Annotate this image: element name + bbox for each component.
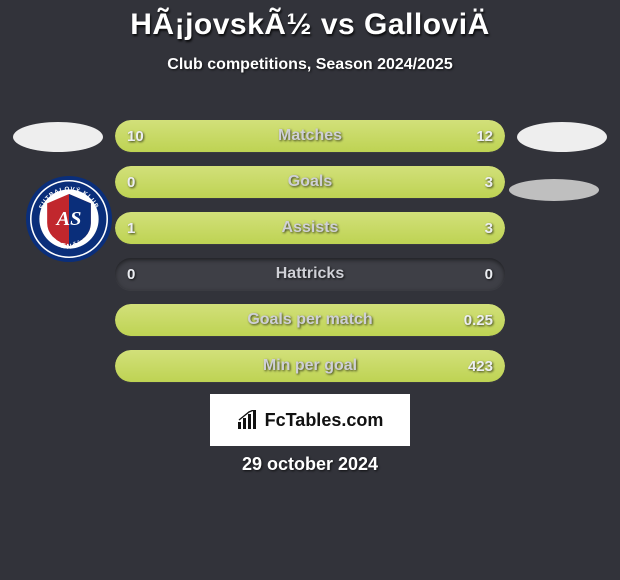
player-left-avatar: [13, 122, 103, 152]
stat-row: 0.25Goals per match: [115, 304, 505, 336]
stat-row: 1012Matches: [115, 120, 505, 152]
title-player-left: HÃ¡jovskÃ½: [130, 8, 312, 41]
subtitle: Club competitions, Season 2024/2025: [0, 56, 620, 74]
stat-label: Min per goal: [115, 350, 505, 382]
branding-text: FcTables.com: [265, 410, 384, 431]
stat-label: Assists: [115, 212, 505, 244]
chart-icon: [237, 410, 259, 430]
stat-label: Goals: [115, 166, 505, 198]
stats-container: 1012Matches 03Goals 13Assists 00Hattricks 0.…: [115, 120, 505, 396]
page-title: HÃ¡jovskÃ½ vs GalloviÄ: [0, 0, 620, 42]
stat-row: 00Hattricks: [115, 258, 505, 290]
club-crest-icon: AS FUTBALOVÝ KLUB TRENČÍN: [30, 180, 108, 258]
player-right-avatar: [517, 122, 607, 152]
stat-label: Matches: [115, 120, 505, 152]
player-left-club-badge: AS FUTBALOVÝ KLUB TRENČÍN: [26, 176, 112, 262]
branding-badge: FcTables.com: [210, 394, 410, 446]
stat-row: 13Assists: [115, 212, 505, 244]
stat-label: Goals per match: [115, 304, 505, 336]
stat-label: Hattricks: [115, 258, 505, 290]
infographic-date: 29 october 2024: [0, 454, 620, 475]
title-player-right: GalloviÄ: [364, 8, 490, 41]
stat-row: 03Goals: [115, 166, 505, 198]
player-right-club-badge: [509, 179, 599, 201]
title-vs: vs: [321, 8, 355, 41]
stat-row: 423Min per goal: [115, 350, 505, 382]
svg-text:AS: AS: [55, 208, 82, 230]
